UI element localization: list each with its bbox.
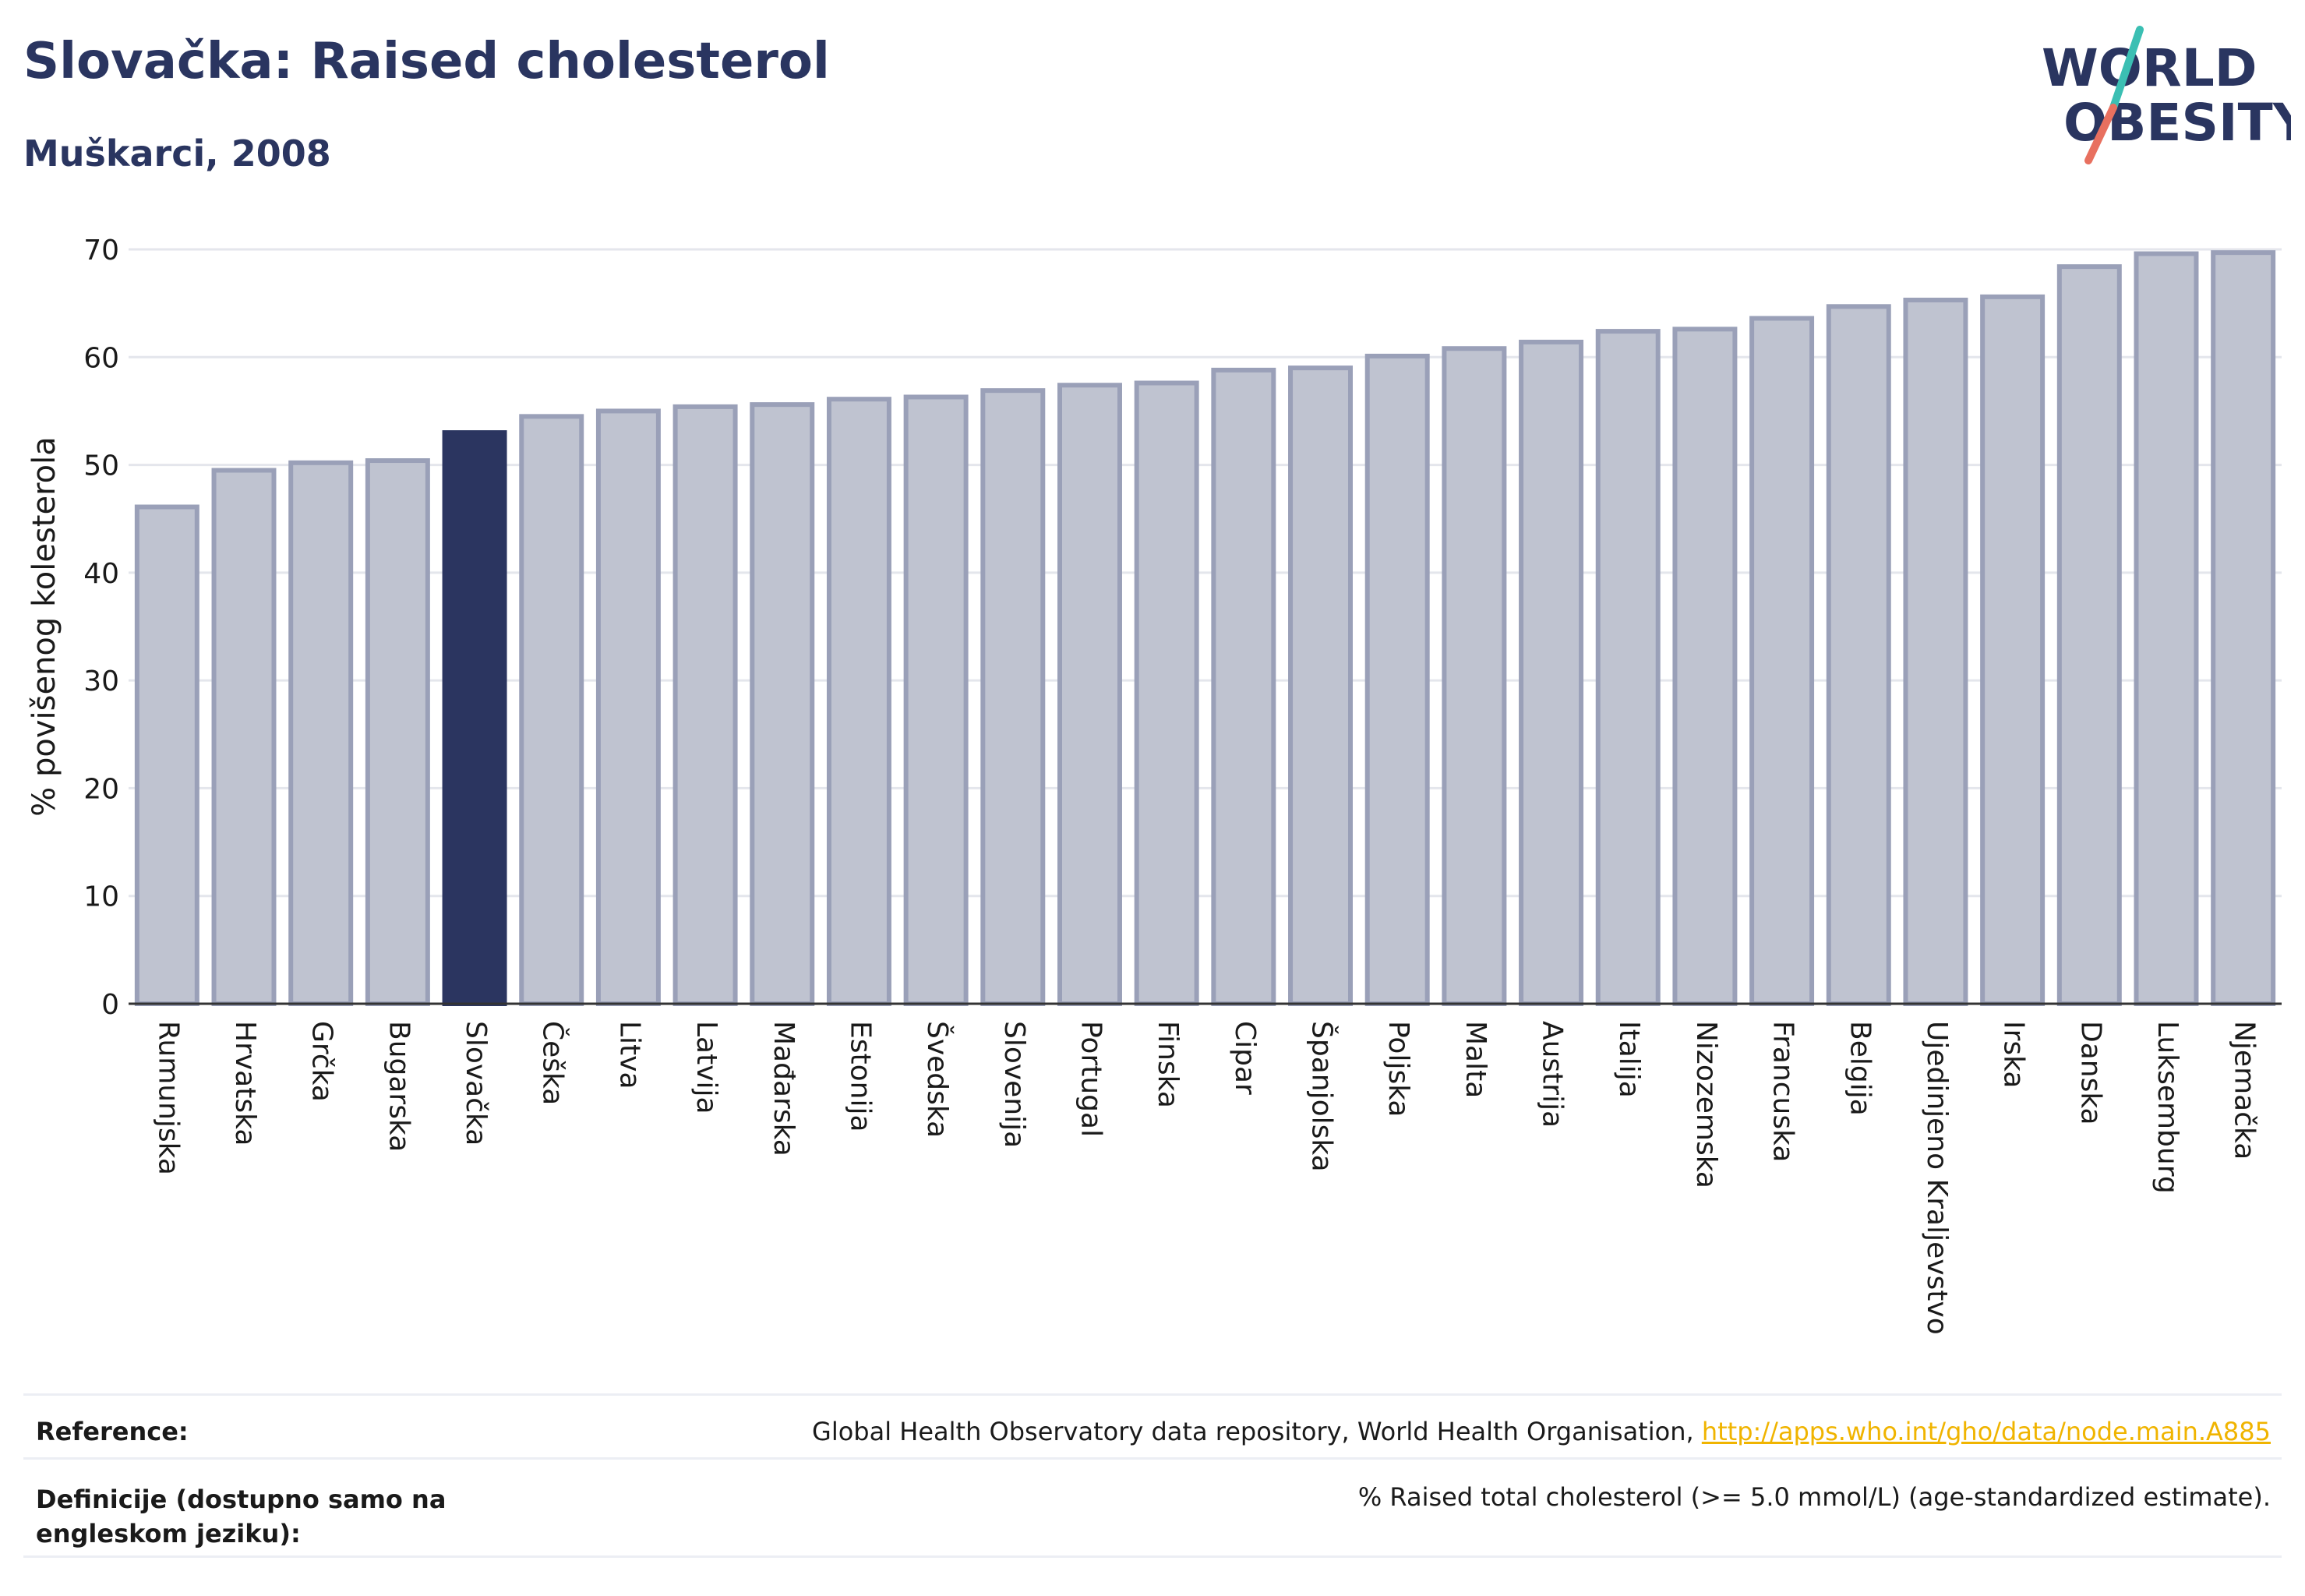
x-tick-label: Švedska: [921, 1021, 954, 1138]
logo-slash-top: [2109, 26, 2144, 111]
y-tick-label: 50: [83, 450, 119, 482]
bar-austrija: [1519, 339, 1584, 1006]
footer-divider-top: [23, 1393, 2282, 1396]
bar-finska: [1134, 380, 1199, 1006]
x-tick-label: Grčka: [306, 1021, 338, 1102]
bar-slovačka: [442, 430, 507, 1006]
bar-francuska: [1749, 316, 1815, 1006]
chart-title: Slovačka: Raised cholesterol: [23, 33, 830, 90]
bars: [134, 250, 2276, 1007]
bar-estonija: [826, 397, 891, 1006]
reference-source: Global Health Observatory data repositor…: [812, 1417, 1702, 1446]
x-tick-label: Njemačka: [2229, 1021, 2261, 1160]
x-tick-label: Litva: [613, 1021, 645, 1089]
x-tick-label: Poljska: [1382, 1021, 1414, 1118]
x-tick-label: Irska: [1998, 1021, 2030, 1088]
bar-češka: [519, 414, 584, 1006]
x-tick-label: Malta: [1460, 1021, 1491, 1098]
definition-label: Definicije (dostupno samo na engleskom j…: [36, 1485, 447, 1548]
y-tick-label: 20: [83, 773, 119, 805]
x-tick-label: Austrija: [1537, 1021, 1569, 1128]
bar-njemačka: [2211, 250, 2276, 1006]
y-tick-label: 70: [83, 235, 119, 267]
bar-nizozemska: [1672, 327, 1738, 1006]
x-tick-label: Luksemburg: [2151, 1021, 2183, 1194]
y-tick-label: 0: [101, 989, 119, 1021]
bar-rumunjska: [134, 504, 199, 1006]
x-tick-label: Cipar: [1229, 1021, 1261, 1095]
definition-text: % Raised total cholesterol (>= 5.0 mmol/…: [1357, 1482, 2271, 1512]
y-tick-label: 60: [83, 342, 119, 374]
reference-text: Global Health Observatory data repositor…: [812, 1417, 2271, 1446]
x-tick-label: Estonija: [844, 1021, 876, 1132]
y-tick-label: 10: [83, 881, 119, 913]
footer-divider-bottom: [23, 1555, 2282, 1558]
x-tick-label: Belgija: [1844, 1021, 1876, 1116]
x-tick-label: Ujedinjeno Kraljevstvo: [1921, 1021, 1953, 1335]
bar-danska: [2056, 264, 2122, 1006]
x-tick-label: Slovačka: [460, 1021, 492, 1146]
bar-španjolska: [1288, 365, 1354, 1007]
reference-label: Reference:: [36, 1417, 189, 1446]
x-tick-label: Danska: [2074, 1021, 2106, 1125]
bar-grčka: [288, 460, 354, 1006]
world-obesity-logo: WORLD OBESITY: [2042, 26, 2291, 164]
x-tick-label: Francuska: [1767, 1021, 1799, 1162]
logo-line2: OBESITY: [2063, 93, 2291, 153]
bar-mađarska: [750, 402, 815, 1006]
bar-latvija: [672, 404, 738, 1006]
x-tick-label: Finska: [1152, 1021, 1184, 1108]
bar-bugarska: [365, 458, 430, 1006]
x-tick-label: Mađarska: [768, 1021, 800, 1156]
x-tick-label: Nizozemska: [1690, 1021, 1722, 1188]
x-tick-label: Portugal: [1075, 1021, 1107, 1137]
reference-link[interactable]: http://apps.who.int/gho/data/node.main.A…: [1701, 1417, 2271, 1446]
y-axis-label: % povišenog kolesterola: [26, 436, 62, 816]
bar-luksemburg: [2134, 251, 2199, 1006]
bar-slovenija: [980, 388, 1046, 1006]
x-tick-label: Latvija: [690, 1021, 722, 1114]
x-tick-label: Španjolska: [1306, 1021, 1339, 1172]
y-tick-label: 30: [83, 666, 119, 697]
bar-švedska: [903, 394, 969, 1006]
bar-ujedinjeno-kraljevstvo: [1903, 297, 1968, 1007]
bar-malta: [1442, 346, 1507, 1007]
bar-portugal: [1057, 383, 1122, 1006]
footer-divider-middle: [23, 1457, 2282, 1460]
x-tick-label: Slovenija: [998, 1021, 1030, 1148]
bar-italija: [1595, 329, 1661, 1006]
x-tick-label: Hrvatska: [229, 1021, 261, 1146]
x-tick-label: Češka: [537, 1021, 570, 1105]
logo-line1: WORLD: [2042, 38, 2257, 98]
x-tick-label: Bugarska: [383, 1021, 415, 1152]
bar-poljska: [1364, 353, 1430, 1007]
x-tick-label: Rumunjska: [152, 1021, 184, 1175]
bar-belgija: [1826, 304, 1891, 1006]
x-tick-label: Italija: [1613, 1021, 1645, 1098]
bar-irska: [1980, 294, 2046, 1006]
logo-slash-bottom: [2084, 104, 2117, 164]
bar-cipar: [1211, 367, 1276, 1006]
chart-subtitle: Muškarci, 2008: [23, 132, 331, 175]
y-tick-label: 40: [83, 558, 119, 590]
y-axis-ticks: 0 10 20 30 40 50 60 70: [83, 235, 119, 1021]
bar-hrvatska: [211, 468, 277, 1006]
bar-litva: [595, 408, 661, 1006]
x-axis-labels: Rumunjska Hrvatska Grčka Bugarska Slovačka Če…: [152, 1021, 2260, 1335]
